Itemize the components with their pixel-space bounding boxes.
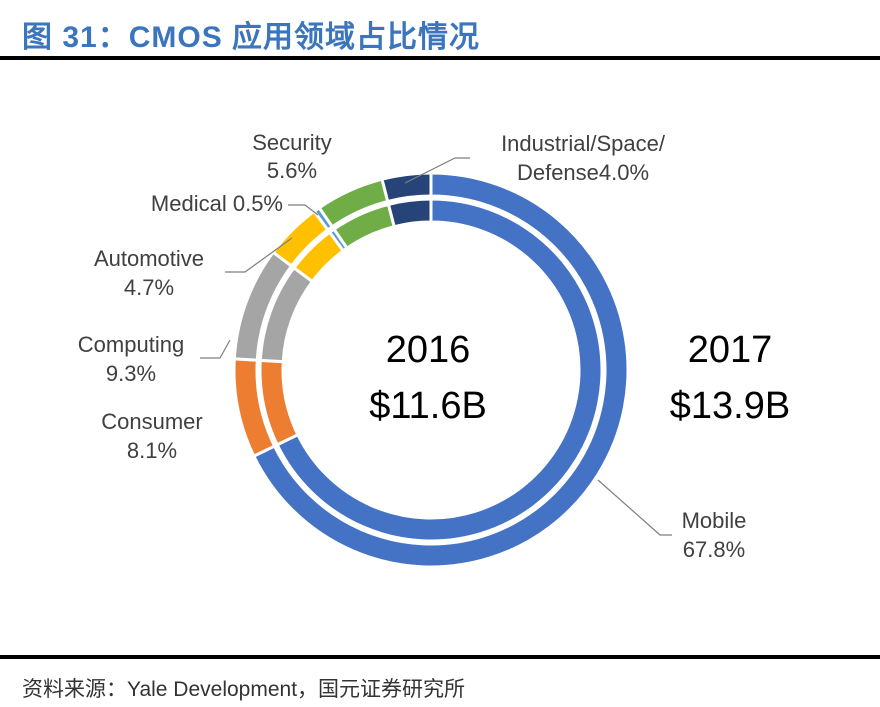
leader-industrial (404, 157, 470, 184)
label-consumer-name: Consumer (101, 409, 202, 434)
source-note: 资料来源：Yale Development，国元证券研究所 (22, 678, 466, 701)
total-2016: $11.6B (369, 385, 487, 427)
rings (232, 171, 630, 569)
label-industrial-value: Defense4.0% (517, 160, 649, 185)
label-security-value: 5.6% (267, 158, 317, 183)
leader-computing (200, 339, 231, 359)
label-computing-name: Computing (78, 332, 184, 357)
leader-mobile (597, 479, 672, 536)
label-automotive-value: 4.7% (124, 275, 174, 300)
leader-medical (288, 204, 319, 216)
leader-automotive (225, 237, 293, 273)
segment-2016-industrial-space-defense (386, 197, 433, 229)
figure-title: 图 31：CMOS 应用领域占比情况 (22, 21, 481, 54)
year-2016: 2016 (386, 329, 471, 371)
bottom-rule (0, 655, 880, 659)
label-medical: Medical 0.5% (151, 191, 283, 216)
label-consumer-value: 8.1% (127, 438, 177, 463)
label-industrial-name: Industrial/Space/ (501, 131, 666, 156)
total-2017: $13.9B (670, 385, 790, 427)
year-2017: 2017 (688, 329, 773, 371)
top-rule (0, 56, 880, 60)
label-automotive-name: Automotive (94, 246, 204, 271)
label-mobile-value: 67.8% (683, 537, 745, 562)
leader-lines (200, 157, 672, 536)
label-mobile-name: Mobile (682, 508, 747, 533)
label-computing-value: 9.3% (106, 361, 156, 386)
label-security-name: Security (252, 130, 331, 155)
segment-2017-industrial-space-defense (380, 171, 433, 204)
